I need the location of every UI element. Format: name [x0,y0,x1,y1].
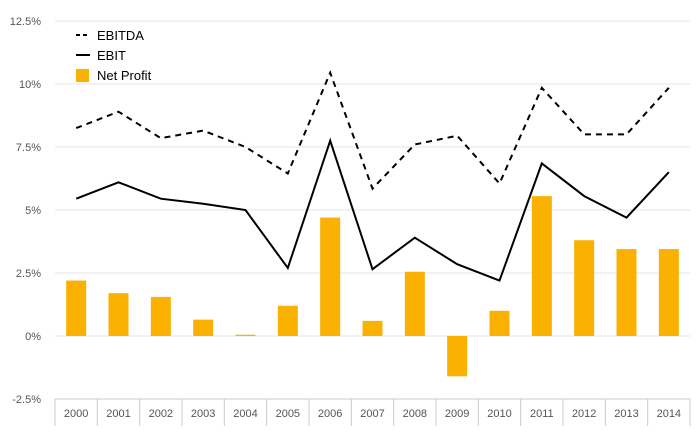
net-profit-bar [108,293,129,336]
axis-layer: -2.5% 0% 2.5% 5% 7.5% 10% 12.5% 2000 2001 2002 200… [10,16,691,426]
x-tick-label: 2013 [614,408,638,420]
x-tick-label: 2012 [572,408,596,420]
legend: EBITDA EBIT Net Profit [76,28,152,83]
net-profit-bar [447,336,468,377]
y-tick-label: 10% [19,79,41,91]
x-tick-label: 2008 [403,408,427,420]
x-tick-label: 2011 [530,408,554,420]
x-tick-label: 2005 [276,408,300,420]
ebit-line [75,137,670,282]
net-profit-bar [574,240,595,336]
x-tick-label: 2000 [64,408,88,420]
y-tick-label: 0% [25,331,41,343]
net-profit-bar [235,334,256,336]
bar-layer [66,196,679,377]
legend-label: Net Profit [97,68,152,83]
net-profit-bar [150,296,171,336]
net-profit-bar [320,217,341,336]
x-tick-label: 2001 [106,408,130,420]
net-profit-bar [404,271,425,336]
x-tick-label: 2006 [318,408,342,420]
net-profit-bar [616,249,637,336]
net-profit-bar [193,319,214,336]
ebitda-line [75,69,670,191]
x-tick-label: 2009 [445,408,469,420]
y-tick-label: 2.5% [16,268,41,280]
y-tick-label: 12.5% [10,16,41,28]
legend-label: EBIT [97,48,126,63]
x-tick-label: 2004 [233,408,257,420]
y-tick-label: 5% [25,205,41,217]
x-tick-label: 2002 [149,408,173,420]
net-profit-bar [362,320,383,336]
net-profit-bar [658,249,679,336]
net-profit-bar [277,305,298,336]
legend-label: EBITDA [97,28,144,43]
net-profit-bar [66,280,87,336]
legend-swatch-net-profit [76,69,89,82]
y-tick-label: 7.5% [16,142,41,154]
x-tick-label: 2007 [360,408,384,420]
x-tick-label: 2010 [487,408,511,420]
net-profit-bar [531,196,552,336]
x-tick-label: 2014 [657,408,681,420]
x-tick-label: 2003 [191,408,215,420]
line-layer [75,69,670,282]
y-tick-label: -2.5% [12,394,41,406]
net-profit-bar [489,310,510,336]
